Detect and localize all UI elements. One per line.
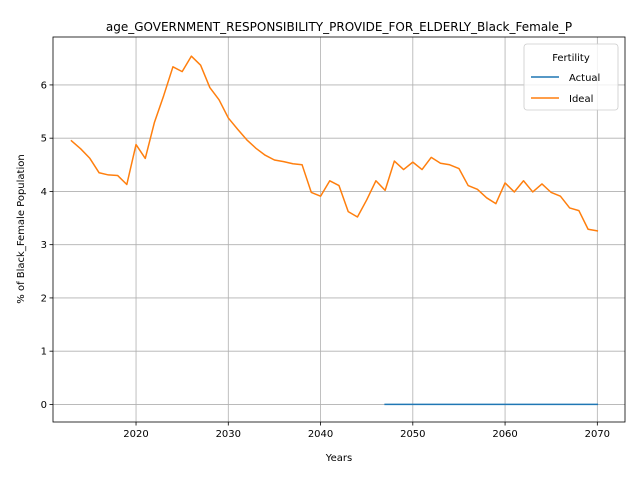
x-tick-label: 2040 — [308, 429, 333, 440]
legend-title: Fertility — [552, 53, 590, 64]
legend-label-actual: Actual — [569, 73, 600, 84]
chart-title: age_GOVERNMENT_RESPONSIBILITY_PROVIDE_FO… — [106, 20, 572, 34]
y-tick-label: 3 — [41, 240, 47, 251]
x-tick-label: 2020 — [123, 429, 148, 440]
legend-label-ideal: Ideal — [569, 94, 593, 105]
y-tick-label: 6 — [41, 80, 47, 91]
y-axis-label: % of Black_Female Population — [16, 154, 27, 303]
legend-box — [523, 43, 619, 111]
x-tick-label: 2060 — [492, 429, 517, 440]
y-tick-label: 2 — [41, 293, 47, 304]
x-tick-label: 2030 — [216, 429, 241, 440]
series-lines — [70, 55, 599, 406]
y-tick-label: 1 — [41, 347, 47, 358]
x-axis: 2020 2030 2040 2050 2060 2070 — [123, 422, 610, 440]
y-tick-label: 4 — [41, 187, 47, 198]
grid — [53, 37, 625, 422]
plot-frame — [52, 36, 626, 423]
x-axis-label: Years — [325, 453, 352, 464]
series-line-ideal — [70, 55, 599, 232]
y-tick-label: 0 — [41, 400, 47, 411]
legend: Fertility Actual Ideal — [523, 43, 619, 111]
y-tick-label: 5 — [41, 134, 47, 145]
x-tick-label: 2050 — [400, 429, 425, 440]
x-tick-label: 2070 — [585, 429, 610, 440]
y-axis: 0 1 2 3 4 5 6 — [41, 80, 53, 411]
